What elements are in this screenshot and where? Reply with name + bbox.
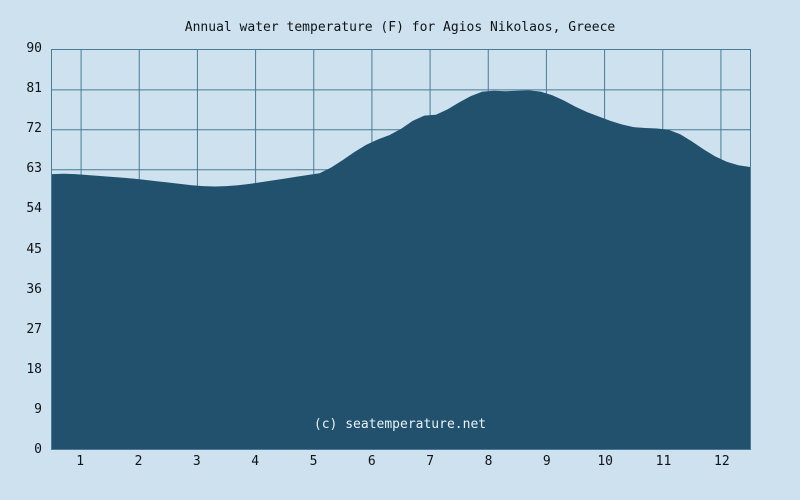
plot-area [51, 49, 751, 450]
y-tick-label: 45 [26, 241, 42, 257]
x-tick-label: 8 [484, 454, 493, 469]
y-tick-label: 54 [26, 201, 42, 217]
x-tick-label: 7 [426, 454, 435, 469]
x-tick-label: 10 [597, 454, 613, 469]
x-tick-label: 2 [134, 454, 143, 469]
y-tick-label: 36 [26, 281, 42, 297]
y-tick-label: 63 [26, 161, 42, 177]
x-tick-label: 5 [309, 454, 318, 469]
temperature-area-series [52, 90, 750, 449]
y-tick-label: 81 [26, 81, 42, 97]
x-tick-label: 9 [542, 454, 551, 469]
x-tick-label: 1 [76, 454, 85, 469]
plot-svg [52, 50, 750, 449]
y-tick-label: 90 [26, 41, 42, 56]
x-tick-label: 11 [655, 454, 672, 469]
chart-title: Annual water temperature (F) for Agios N… [184, 20, 616, 35]
x-tick-label: 4 [251, 454, 260, 469]
y-tick-label: 27 [26, 321, 42, 337]
y-tick-label: 18 [26, 361, 42, 377]
x-tick-label: 12 [714, 454, 730, 469]
y-tick-label: 72 [26, 121, 42, 137]
x-tick-label: 3 [192, 454, 201, 469]
y-tick-label: 9 [34, 401, 42, 417]
x-tick-label: 6 [367, 454, 376, 469]
y-tick-label: 0 [34, 442, 42, 457]
